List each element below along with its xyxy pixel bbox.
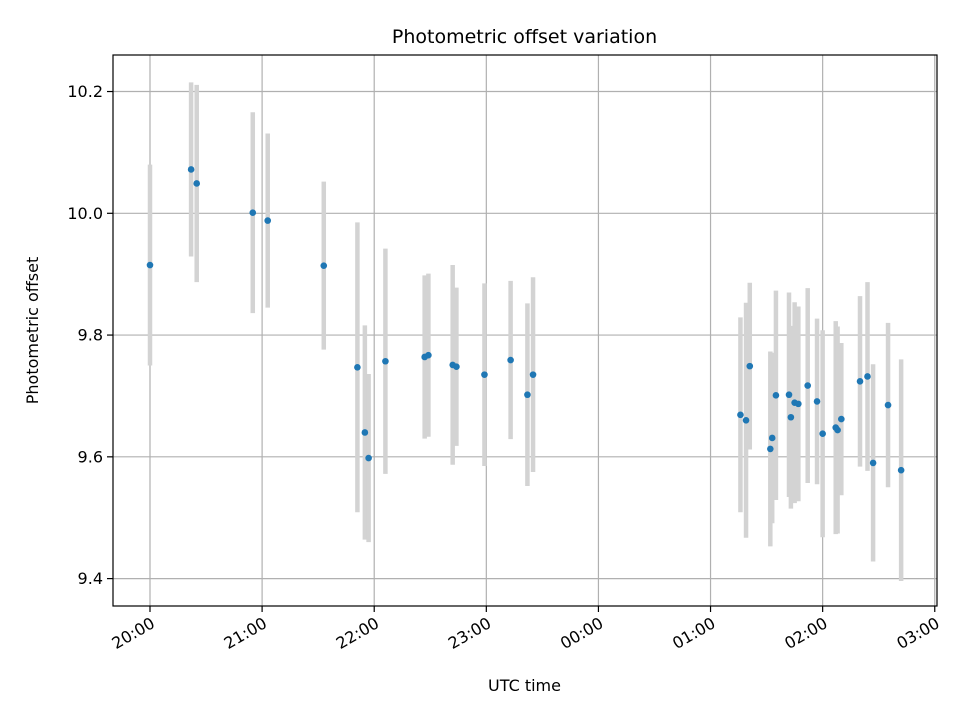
- data-point: [897, 466, 905, 474]
- y-tick-label: 9.8: [78, 326, 103, 345]
- x-axis-label: UTC time: [488, 676, 561, 695]
- data-point: [787, 413, 795, 421]
- data-point: [742, 417, 750, 424]
- data-point: [856, 378, 864, 385]
- y-axis-ticks: 9.4 9.6 9.8 10.0 10.2: [67, 82, 113, 588]
- data-points: [146, 166, 905, 474]
- data-point: [813, 398, 821, 405]
- data-point: [838, 415, 845, 423]
- chart-title: Photometric offset variation: [392, 26, 657, 48]
- data-point: [767, 445, 774, 453]
- y-tick-label: 10.0: [67, 204, 103, 223]
- data-point: [146, 261, 154, 269]
- y-tick-label: 10.2: [67, 82, 103, 101]
- data-point: [737, 411, 744, 419]
- data-point: [785, 391, 793, 399]
- data-point: [884, 401, 892, 409]
- data-point: [864, 373, 871, 380]
- data-point: [365, 454, 372, 462]
- data-point: [453, 363, 460, 371]
- data-point: [320, 262, 328, 269]
- y-axis-label: Photometric offset: [23, 257, 42, 405]
- data-point: [795, 400, 802, 408]
- data-point: [507, 356, 514, 364]
- data-point: [768, 434, 776, 442]
- data-point: [834, 426, 841, 434]
- data-point: [804, 382, 812, 389]
- data-point: [481, 371, 488, 378]
- y-tick-label: 9.6: [78, 447, 103, 466]
- data-point: [382, 357, 389, 365]
- data-point: [746, 362, 754, 370]
- data-point: [249, 209, 257, 216]
- data-point: [819, 430, 826, 437]
- data-point: [529, 371, 537, 378]
- data-point: [772, 392, 780, 399]
- data-point: [193, 180, 201, 187]
- data-point: [425, 351, 432, 359]
- data-point: [869, 459, 877, 467]
- y-tick-label: 9.4: [78, 569, 103, 588]
- plot-frame: [112, 54, 938, 607]
- data-point: [354, 364, 361, 371]
- data-point: [361, 429, 369, 436]
- data-point: [524, 391, 531, 399]
- data-point: [187, 166, 195, 173]
- data-point: [264, 217, 272, 224]
